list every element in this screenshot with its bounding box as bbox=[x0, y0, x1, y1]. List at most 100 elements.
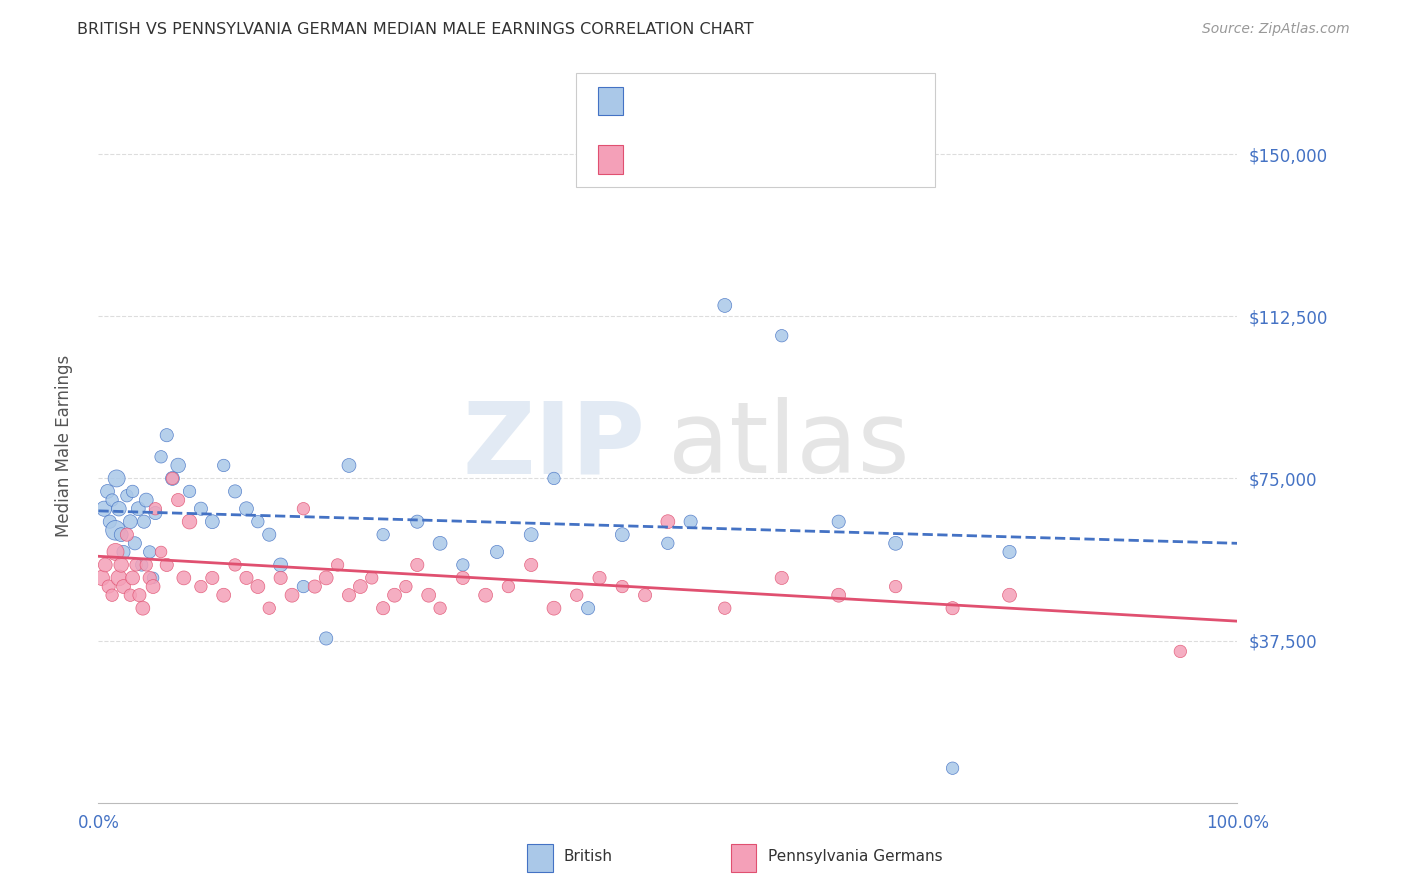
Point bbox=[145, 506, 167, 520]
Point bbox=[474, 588, 496, 602]
Point bbox=[224, 484, 246, 499]
Point bbox=[828, 588, 851, 602]
Point bbox=[127, 501, 149, 516]
Point bbox=[657, 515, 679, 529]
Point bbox=[315, 632, 337, 646]
Point bbox=[224, 558, 246, 572]
Point bbox=[451, 571, 474, 585]
Text: N =: N = bbox=[763, 92, 797, 107]
Text: N =: N = bbox=[763, 151, 797, 166]
Point bbox=[190, 501, 212, 516]
Text: 53: 53 bbox=[808, 92, 830, 107]
Point bbox=[167, 493, 190, 508]
Point bbox=[884, 536, 907, 550]
Point bbox=[150, 545, 173, 559]
Text: -0.284: -0.284 bbox=[683, 151, 738, 166]
Point bbox=[94, 558, 117, 572]
Text: BRITISH VS PENNSYLVANIA GERMAN MEDIAN MALE EARNINGS CORRELATION CHART: BRITISH VS PENNSYLVANIA GERMAN MEDIAN MA… bbox=[77, 22, 754, 37]
Point bbox=[679, 515, 702, 529]
Point bbox=[112, 545, 135, 559]
Point bbox=[112, 580, 135, 594]
Point bbox=[125, 558, 148, 572]
Point bbox=[93, 501, 115, 516]
Point bbox=[138, 571, 160, 585]
Point bbox=[451, 558, 474, 572]
Point bbox=[770, 571, 793, 585]
Point bbox=[337, 588, 360, 602]
Point bbox=[337, 458, 360, 473]
Point bbox=[588, 571, 610, 585]
Point bbox=[173, 571, 195, 585]
Point bbox=[179, 515, 201, 529]
Point bbox=[162, 471, 184, 485]
Point bbox=[612, 527, 634, 541]
Point bbox=[770, 328, 793, 343]
Point bbox=[212, 588, 235, 602]
Point bbox=[162, 471, 184, 485]
Point bbox=[246, 515, 269, 529]
Point bbox=[1170, 644, 1192, 658]
Point bbox=[714, 601, 737, 615]
Point bbox=[315, 571, 337, 585]
Point bbox=[498, 580, 520, 594]
Point bbox=[115, 527, 138, 541]
Point bbox=[138, 545, 160, 559]
Point bbox=[657, 536, 679, 550]
Point bbox=[108, 501, 131, 516]
Point bbox=[142, 580, 165, 594]
Point bbox=[121, 571, 143, 585]
Point bbox=[395, 580, 418, 594]
Point bbox=[371, 601, 394, 615]
Point bbox=[520, 558, 543, 572]
Point bbox=[270, 571, 292, 585]
Text: Pennsylvania Germans: Pennsylvania Germans bbox=[768, 849, 942, 864]
Point bbox=[142, 571, 165, 585]
Point bbox=[98, 515, 121, 529]
Point bbox=[101, 588, 124, 602]
Point bbox=[150, 450, 173, 464]
Point bbox=[304, 580, 326, 594]
Text: ZIP: ZIP bbox=[463, 398, 645, 494]
Point bbox=[634, 588, 657, 602]
Point bbox=[235, 571, 257, 585]
Point bbox=[520, 527, 543, 541]
Point bbox=[406, 558, 429, 572]
Point bbox=[135, 558, 157, 572]
Point bbox=[576, 601, 599, 615]
Text: -0.065: -0.065 bbox=[683, 92, 738, 107]
Point bbox=[156, 558, 179, 572]
Point bbox=[115, 489, 138, 503]
Point bbox=[714, 298, 737, 312]
Point bbox=[884, 580, 907, 594]
Point bbox=[156, 428, 179, 442]
Point bbox=[281, 588, 304, 602]
Point bbox=[97, 580, 120, 594]
Point bbox=[565, 588, 588, 602]
Point bbox=[120, 515, 142, 529]
Point bbox=[292, 580, 315, 594]
Point bbox=[406, 515, 429, 529]
Point bbox=[104, 545, 127, 559]
Point bbox=[349, 580, 371, 594]
Point bbox=[96, 484, 118, 499]
Text: atlas: atlas bbox=[668, 398, 910, 494]
Point bbox=[110, 558, 132, 572]
Point bbox=[292, 501, 315, 516]
Y-axis label: Median Male Earnings: Median Male Earnings bbox=[55, 355, 73, 537]
Text: Source: ZipAtlas.com: Source: ZipAtlas.com bbox=[1202, 22, 1350, 37]
Point bbox=[998, 545, 1021, 559]
Point bbox=[212, 458, 235, 473]
Point bbox=[360, 571, 382, 585]
Point bbox=[384, 588, 406, 602]
Point bbox=[246, 580, 269, 594]
Point bbox=[110, 527, 132, 541]
Point bbox=[942, 761, 965, 775]
Point bbox=[190, 580, 212, 594]
Point bbox=[128, 588, 150, 602]
Point bbox=[135, 493, 157, 508]
Point bbox=[179, 484, 201, 499]
Point bbox=[259, 601, 281, 615]
Point bbox=[132, 601, 155, 615]
Text: British: British bbox=[564, 849, 613, 864]
Point bbox=[201, 571, 224, 585]
